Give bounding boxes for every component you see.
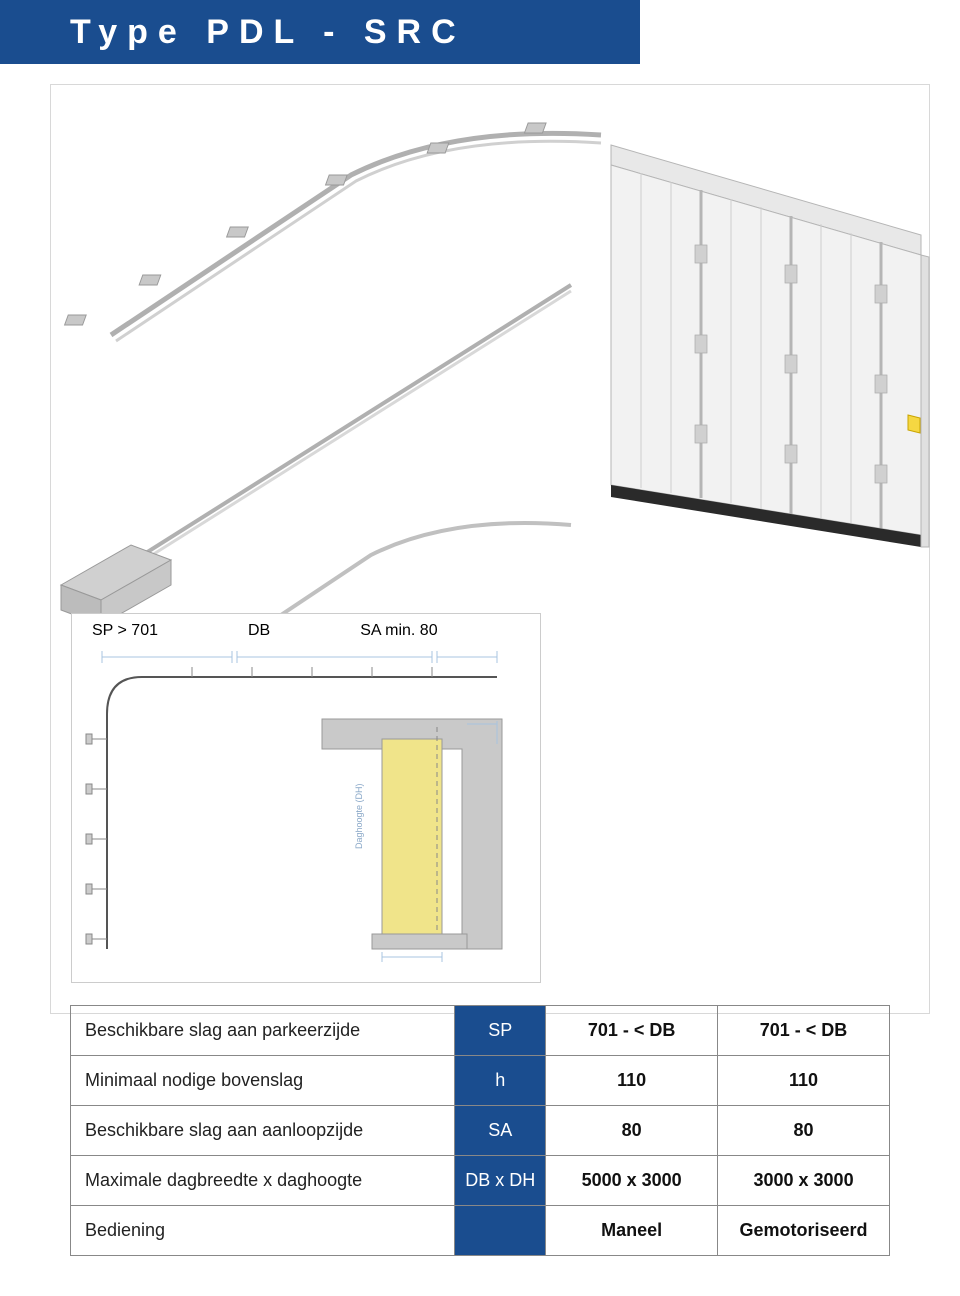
row-value-2: 110 [718, 1056, 890, 1106]
header-bar: Type PDL - SRC [0, 0, 640, 64]
row-symbol: DB x DH [455, 1156, 546, 1206]
row-symbol: SP [455, 1006, 546, 1056]
row-value-2: Gemotoriseerd [718, 1206, 890, 1256]
row-symbol [455, 1206, 546, 1256]
table-row: Beschikbare slag aan parkeerzijdeSP701 -… [71, 1006, 890, 1056]
page-title: Type PDL - SRC [70, 13, 466, 52]
row-value-1: Maneel [546, 1206, 718, 1256]
row-label: Maximale dagbreedte x daghoogte [71, 1156, 455, 1206]
table-row: Maximale dagbreedte x daghoogteDB x DH50… [71, 1156, 890, 1206]
row-value-1: 5000 x 3000 [546, 1156, 718, 1206]
row-value-1: 110 [546, 1056, 718, 1106]
row-value-2: 3000 x 3000 [718, 1156, 890, 1206]
door-panel [611, 145, 929, 547]
isometric-door-drawing [51, 115, 931, 675]
row-value-2: 701 - < DB [718, 1006, 890, 1056]
label-db: DB [248, 622, 270, 640]
plan-view-svg: Daghoogte (DH) [82, 649, 532, 974]
row-label: Beschikbare slag aan parkeerzijde [71, 1006, 455, 1056]
row-label: Beschikbare slag aan aanloopzijde [71, 1106, 455, 1156]
svg-text:Daghoogte (DH): Daghoogte (DH) [354, 783, 364, 849]
illustration-frame: SP > 701 DB SA min. 80 [50, 84, 930, 1014]
row-symbol: SA [455, 1106, 546, 1156]
row-label: Minimaal nodige bovenslag [71, 1056, 455, 1106]
row-value-1: 701 - < DB [546, 1006, 718, 1056]
plan-dimension-labels: SP > 701 DB SA min. 80 [72, 614, 540, 648]
label-sa: SA min. 80 [360, 622, 437, 640]
row-label: Bediening [71, 1206, 455, 1256]
table-row: Bediening ManeelGemotoriseerd [71, 1206, 890, 1256]
table-row: Minimaal nodige bovenslagh110110 [71, 1056, 890, 1106]
row-value-1: 80 [546, 1106, 718, 1156]
plan-view-inset: SP > 701 DB SA min. 80 [71, 613, 541, 983]
table-row: Beschikbare slag aan aanloopzijdeSA8080 [71, 1106, 890, 1156]
specifications-table: Beschikbare slag aan parkeerzijdeSP701 -… [70, 1005, 890, 1256]
label-sp: SP > 701 [92, 622, 158, 640]
row-value-2: 80 [718, 1106, 890, 1156]
row-symbol: h [455, 1056, 546, 1106]
